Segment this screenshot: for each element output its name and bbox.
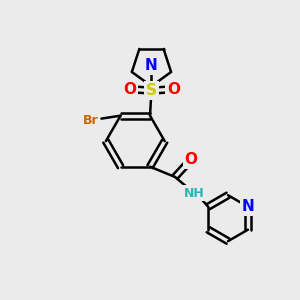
Text: N: N (242, 199, 254, 214)
Text: NH: NH (184, 187, 205, 200)
Text: O: O (167, 82, 180, 97)
Text: O: O (185, 152, 198, 167)
Text: N: N (145, 58, 158, 73)
Text: O: O (123, 82, 136, 97)
Text: Br: Br (83, 114, 99, 127)
Text: S: S (146, 83, 157, 98)
